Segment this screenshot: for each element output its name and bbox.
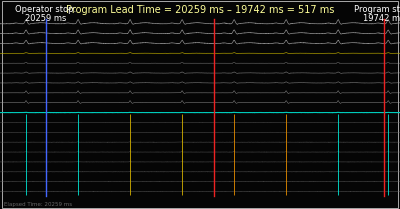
Text: Program Lead Time = 20259 ms – 19742 ms = 517 ms: Program Lead Time = 20259 ms – 19742 ms …: [66, 5, 334, 15]
Text: Program stop:: Program stop:: [354, 5, 400, 14]
Text: Operator stop:: Operator stop:: [15, 5, 77, 14]
Text: 20259 ms: 20259 ms: [25, 14, 67, 23]
Text: 19742 ms: 19742 ms: [363, 14, 400, 23]
Text: Elapsed Time: 20259 ms: Elapsed Time: 20259 ms: [4, 202, 72, 207]
